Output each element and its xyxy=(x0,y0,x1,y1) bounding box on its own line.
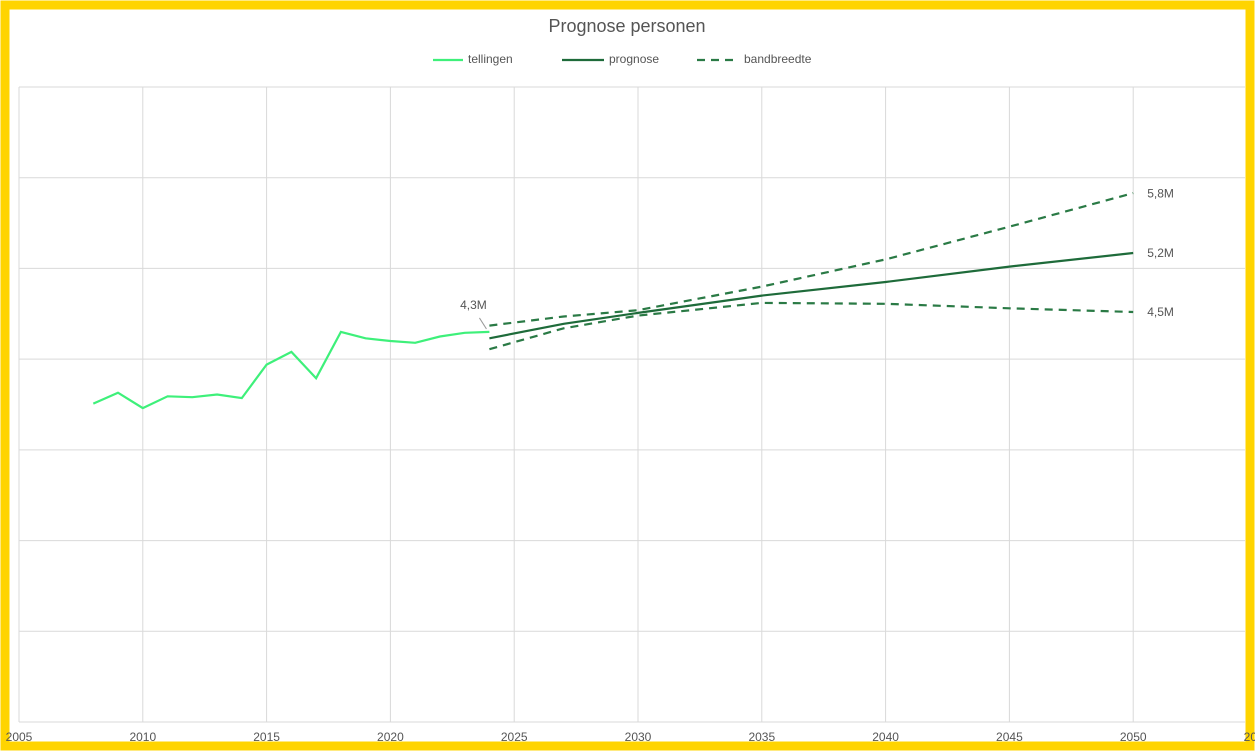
x-tick-label: 2030 xyxy=(625,730,652,744)
line-series xyxy=(489,301,1134,351)
line-series xyxy=(489,251,1134,340)
line-series xyxy=(489,192,1134,327)
x-tick-label: 2015 xyxy=(253,730,280,744)
x-tick-label: 2045 xyxy=(996,730,1023,744)
data-label: 4,3M xyxy=(460,298,487,312)
data-label: 5,8M xyxy=(1147,186,1174,200)
chart-title: Prognose personen xyxy=(548,16,705,36)
line-series xyxy=(92,330,490,410)
x-tick-label: 2055 xyxy=(1244,730,1255,744)
legend-label: tellingen xyxy=(468,52,513,66)
data-label: 5,2M xyxy=(1147,246,1174,260)
x-tick-label: 2010 xyxy=(129,730,156,744)
x-tick-label: 2040 xyxy=(872,730,899,744)
legend-label: bandbreedte xyxy=(744,52,812,66)
data-label: 4,5M xyxy=(1147,305,1174,319)
label-leader xyxy=(479,317,487,330)
x-tick-label: 2035 xyxy=(748,730,775,744)
x-tick-label: 2050 xyxy=(1120,730,1147,744)
plot-area xyxy=(18,86,1245,723)
legend-label: prognose xyxy=(609,52,659,66)
x-tick-label: 2025 xyxy=(501,730,528,744)
x-tick-label: 2020 xyxy=(377,730,404,744)
x-tick-label: 2005 xyxy=(6,730,33,744)
